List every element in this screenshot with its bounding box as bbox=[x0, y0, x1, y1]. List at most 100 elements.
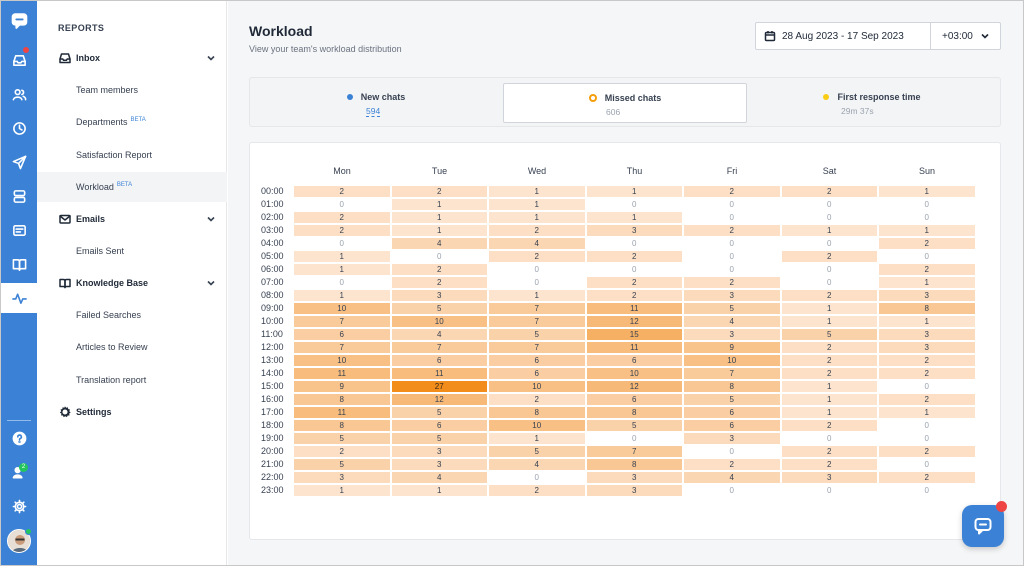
heatmap-cell[interactable]: 8 bbox=[294, 420, 390, 431]
heatmap-cell[interactable]: 0 bbox=[294, 199, 390, 210]
heatmap-cell[interactable]: 5 bbox=[294, 433, 390, 444]
heatmap-cell[interactable]: 10 bbox=[586, 368, 682, 379]
metric-first-response-time[interactable]: First response time 29m 37s bbox=[750, 78, 994, 126]
heatmap-cell[interactable]: 10 bbox=[391, 316, 487, 327]
heatmap-cell[interactable]: 0 bbox=[489, 472, 585, 483]
heatmap-cell[interactable]: 2 bbox=[879, 446, 975, 457]
heatmap-cell[interactable]: 2 bbox=[391, 264, 487, 275]
heatmap-cell[interactable]: 0 bbox=[489, 264, 585, 275]
heatmap-cell[interactable]: 0 bbox=[781, 212, 877, 223]
heatmap-cell[interactable]: 1 bbox=[489, 290, 585, 301]
heatmap-cell[interactable]: 8 bbox=[586, 459, 682, 470]
heatmap-cell[interactable]: 0 bbox=[879, 420, 975, 431]
heatmap-cell[interactable]: 1 bbox=[781, 303, 877, 314]
heatmap-cell[interactable]: 0 bbox=[586, 264, 682, 275]
sidebar-section-settings[interactable]: Settings bbox=[37, 397, 227, 427]
heatmap-cell[interactable]: 2 bbox=[294, 225, 390, 236]
heatmap-cell[interactable]: 7 bbox=[489, 316, 585, 327]
heatmap-cell[interactable]: 3 bbox=[879, 329, 975, 340]
heatmap-cell[interactable]: 3 bbox=[294, 472, 390, 483]
heatmap-cell[interactable]: 3 bbox=[391, 290, 487, 301]
heatmap-cell[interactable]: 7 bbox=[294, 316, 390, 327]
metric-value[interactable]: 594 bbox=[366, 106, 381, 117]
heatmap-cell[interactable]: 10 bbox=[489, 420, 585, 431]
heatmap-cell[interactable]: 1 bbox=[781, 225, 877, 236]
heatmap-cell[interactable]: 12 bbox=[586, 316, 682, 327]
heatmap-cell[interactable]: 1 bbox=[781, 394, 877, 405]
heatmap-cell[interactable]: 3 bbox=[684, 290, 780, 301]
heatmap-cell[interactable]: 1 bbox=[391, 225, 487, 236]
heatmap-cell[interactable]: 0 bbox=[879, 485, 975, 496]
heatmap-cell[interactable]: 2 bbox=[489, 394, 585, 405]
heatmap-cell[interactable]: 3 bbox=[684, 433, 780, 444]
heatmap-cell[interactable]: 0 bbox=[489, 277, 585, 288]
heatmap-cell[interactable]: 5 bbox=[391, 433, 487, 444]
heatmap-cell[interactable]: 0 bbox=[879, 199, 975, 210]
heatmap-cell[interactable]: 8 bbox=[294, 394, 390, 405]
heatmap-cell[interactable]: 0 bbox=[879, 381, 975, 392]
heatmap-cell[interactable]: 2 bbox=[781, 446, 877, 457]
heatmap-cell[interactable]: 1 bbox=[294, 251, 390, 262]
heatmap-cell[interactable]: 5 bbox=[489, 329, 585, 340]
team-status-icon[interactable] bbox=[1, 457, 37, 487]
heatmap-cell[interactable]: 1 bbox=[489, 433, 585, 444]
heatmap-cell[interactable]: 2 bbox=[781, 186, 877, 197]
reports-pulse-icon[interactable] bbox=[1, 283, 37, 313]
sidebar-section-inbox[interactable]: Inbox bbox=[37, 43, 227, 73]
heatmap-cell[interactable]: 4 bbox=[489, 459, 585, 470]
heatmap-cell[interactable]: 7 bbox=[489, 303, 585, 314]
heatmap-cell[interactable]: 4 bbox=[391, 238, 487, 249]
heatmap-cell[interactable]: 11 bbox=[294, 368, 390, 379]
heatmap-cell[interactable]: 0 bbox=[684, 212, 780, 223]
heatmap-cell[interactable]: 7 bbox=[586, 446, 682, 457]
heatmap-cell[interactable]: 7 bbox=[391, 342, 487, 353]
heatmap-cell[interactable]: 8 bbox=[879, 303, 975, 314]
heatmap-cell[interactable]: 2 bbox=[294, 446, 390, 457]
heatmap-cell[interactable]: 1 bbox=[391, 199, 487, 210]
user-avatar[interactable] bbox=[7, 529, 31, 553]
heatmap-cell[interactable]: 12 bbox=[586, 381, 682, 392]
heatmap-cell[interactable]: 7 bbox=[294, 342, 390, 353]
heatmap-cell[interactable]: 0 bbox=[294, 238, 390, 249]
sidebar-item-translation-report[interactable]: Translation report bbox=[37, 365, 227, 395]
sidebar-section-emails[interactable]: Emails bbox=[37, 204, 227, 234]
heatmap-cell[interactable]: 1 bbox=[879, 277, 975, 288]
heatmap-cell[interactable]: 2 bbox=[684, 459, 780, 470]
heatmap-cell[interactable]: 0 bbox=[684, 264, 780, 275]
heatmap-cell[interactable]: 5 bbox=[489, 446, 585, 457]
heatmap-cell[interactable]: 0 bbox=[781, 485, 877, 496]
heatmap-cell[interactable]: 3 bbox=[879, 342, 975, 353]
heatmap-cell[interactable]: 5 bbox=[684, 394, 780, 405]
heatmap-cell[interactable]: 6 bbox=[294, 329, 390, 340]
heatmap-cell[interactable]: 0 bbox=[879, 251, 975, 262]
heatmap-cell[interactable]: 0 bbox=[781, 199, 877, 210]
heatmap-cell[interactable]: 1 bbox=[489, 199, 585, 210]
heatmap-cell[interactable]: 1 bbox=[781, 381, 877, 392]
heatmap-cell[interactable]: 9 bbox=[684, 342, 780, 353]
sidebar-item-departments[interactable]: Departments BETA bbox=[37, 107, 227, 137]
heatmap-cell[interactable]: 3 bbox=[391, 446, 487, 457]
heatmap-cell[interactable]: 2 bbox=[781, 459, 877, 470]
heatmap-cell[interactable]: 5 bbox=[294, 459, 390, 470]
heatmap-cell[interactable]: 0 bbox=[684, 199, 780, 210]
heatmap-cell[interactable]: 6 bbox=[391, 355, 487, 366]
heatmap-cell[interactable]: 6 bbox=[586, 355, 682, 366]
heatmap-cell[interactable]: 3 bbox=[586, 472, 682, 483]
heatmap-cell[interactable]: 1 bbox=[489, 212, 585, 223]
heatmap-cell[interactable]: 2 bbox=[586, 277, 682, 288]
heatmap-cell[interactable]: 0 bbox=[391, 251, 487, 262]
heatmap-cell[interactable]: 8 bbox=[684, 381, 780, 392]
heatmap-cell[interactable]: 2 bbox=[684, 277, 780, 288]
heatmap-cell[interactable]: 2 bbox=[879, 355, 975, 366]
database-icon[interactable] bbox=[1, 181, 37, 211]
heatmap-cell[interactable]: 11 bbox=[294, 407, 390, 418]
heatmap-cell[interactable]: 10 bbox=[294, 355, 390, 366]
heatmap-cell[interactable]: 0 bbox=[586, 199, 682, 210]
heatmap-cell[interactable]: 3 bbox=[586, 485, 682, 496]
heatmap-cell[interactable]: 0 bbox=[781, 264, 877, 275]
heatmap-cell[interactable]: 6 bbox=[684, 407, 780, 418]
heatmap-cell[interactable]: 2 bbox=[489, 485, 585, 496]
knowledge-book-icon[interactable] bbox=[1, 249, 37, 279]
heatmap-cell[interactable]: 8 bbox=[489, 407, 585, 418]
sidebar-item-satisfaction-report[interactable]: Satisfaction Report bbox=[37, 140, 227, 170]
